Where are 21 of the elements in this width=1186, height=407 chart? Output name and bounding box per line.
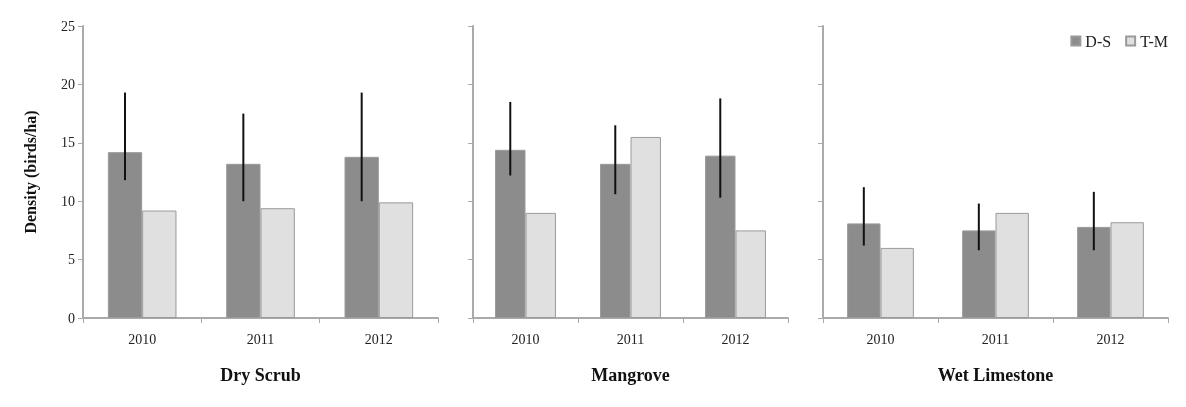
x-tick-label: 2012 bbox=[364, 331, 393, 347]
legend-label: D-S bbox=[1085, 32, 1112, 50]
x-tick-label: 2011 bbox=[246, 331, 275, 347]
x-axis-title: Wet Limestone bbox=[937, 365, 1054, 385]
y-tick-label: 10 bbox=[61, 193, 75, 209]
x-tick-label: 2010 bbox=[511, 331, 540, 347]
x-tick-label: 2011 bbox=[981, 331, 1010, 347]
y-tick-label: 25 bbox=[61, 18, 75, 34]
x-axis-title: Mangrove bbox=[591, 365, 670, 385]
x-tick-label: 2012 bbox=[721, 331, 750, 347]
y-tick-label: 15 bbox=[61, 135, 75, 151]
x-tick-label: 2010 bbox=[866, 331, 895, 347]
y-tick-label: 5 bbox=[68, 252, 75, 268]
x-tick-label: 2012 bbox=[1096, 331, 1125, 347]
x-tick-label: 2011 bbox=[616, 331, 645, 347]
y-tick-label: 20 bbox=[61, 76, 75, 92]
y-axis-title: Density (birds/ha) bbox=[21, 110, 40, 234]
legend-label: T-M bbox=[1140, 32, 1168, 50]
x-axis-title: Dry Scrub bbox=[220, 365, 301, 385]
x-tick-label: 2010 bbox=[128, 331, 157, 347]
y-tick-label: 0 bbox=[68, 310, 75, 326]
